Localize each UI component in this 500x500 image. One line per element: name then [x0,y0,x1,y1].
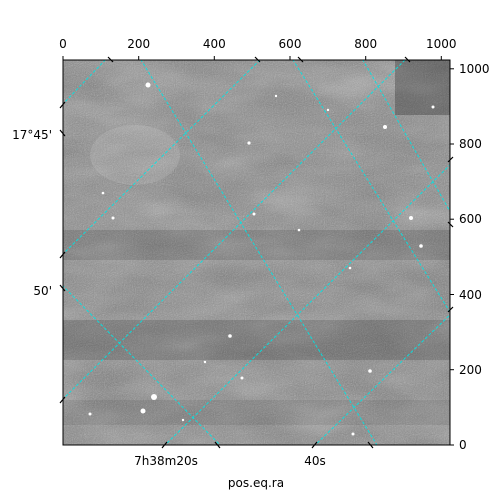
grid-line [63,285,221,445]
bright-patch [90,125,180,185]
tick [214,441,221,449]
top-axis [62,56,442,60]
grid-line [63,60,261,255]
star [409,216,413,220]
dark-corner [395,60,450,115]
star [252,212,256,216]
image-noise [63,60,450,445]
star [140,408,146,414]
tick [447,306,454,313]
tick [311,441,318,449]
star [297,228,301,232]
star [431,105,435,109]
star [348,266,352,270]
right-tick-label: 600 [459,212,482,226]
tick [59,396,66,404]
right-tick-label: 400 [459,288,482,302]
star [274,94,278,98]
grid-line [140,60,378,445]
sky-image [63,60,450,445]
grid-line [314,314,450,445]
wcs-ticks [59,56,454,449]
dark-band [63,320,450,360]
grid-line [292,60,450,313]
tick [297,56,304,63]
top-tick-label: 200 [127,37,150,51]
star [101,191,105,195]
star [383,125,387,129]
top-tick-label: 400 [203,37,226,51]
dec-tick-label: 50' [33,284,52,298]
star [228,334,232,338]
star [88,412,92,416]
top-tick-labels: 0 200 400 600 800 1000 [59,37,456,51]
star [203,360,207,364]
plot-frame [62,59,451,446]
tick [447,156,454,163]
tick [59,284,66,292]
star [351,432,355,436]
star [240,376,244,380]
top-tick-label: 0 [59,37,67,51]
grid-line [63,60,406,400]
top-tick-label: 1000 [426,37,457,51]
ra-tick-label: 7h38m20s [134,454,198,468]
right-tick-labels: 0 200 400 600 800 1000 [459,62,490,452]
right-tick-label: 200 [459,363,482,377]
tick [59,129,66,137]
dark-band [63,230,450,260]
tick [254,56,261,63]
dec-tick-label: 17°45' [12,128,52,142]
right-axis [450,68,454,446]
star [247,141,251,145]
right-tick-label: 800 [459,137,482,151]
star [145,82,151,88]
tick [59,251,66,259]
tick [447,221,454,228]
tick [161,441,168,449]
star [326,108,330,112]
grid-line [362,60,450,213]
star [419,244,423,248]
coordinate-grid [63,60,450,445]
dark-band [63,400,450,425]
right-tick-label: 1000 [459,62,490,76]
tick [404,56,411,63]
ra-tick-label: 40s [304,454,326,468]
grid-line [63,60,106,105]
star [151,394,157,400]
star [368,369,372,373]
star [181,418,185,422]
tick [367,441,374,449]
right-tick-label: 0 [459,438,467,452]
star [111,216,115,220]
ra-axis-label: pos.eq.ra [228,476,284,490]
tick [59,101,66,109]
stars [88,82,435,436]
tick [107,56,114,63]
top-tick-label: 600 [279,37,302,51]
top-tick-label: 800 [354,37,377,51]
grid-line [164,164,450,445]
